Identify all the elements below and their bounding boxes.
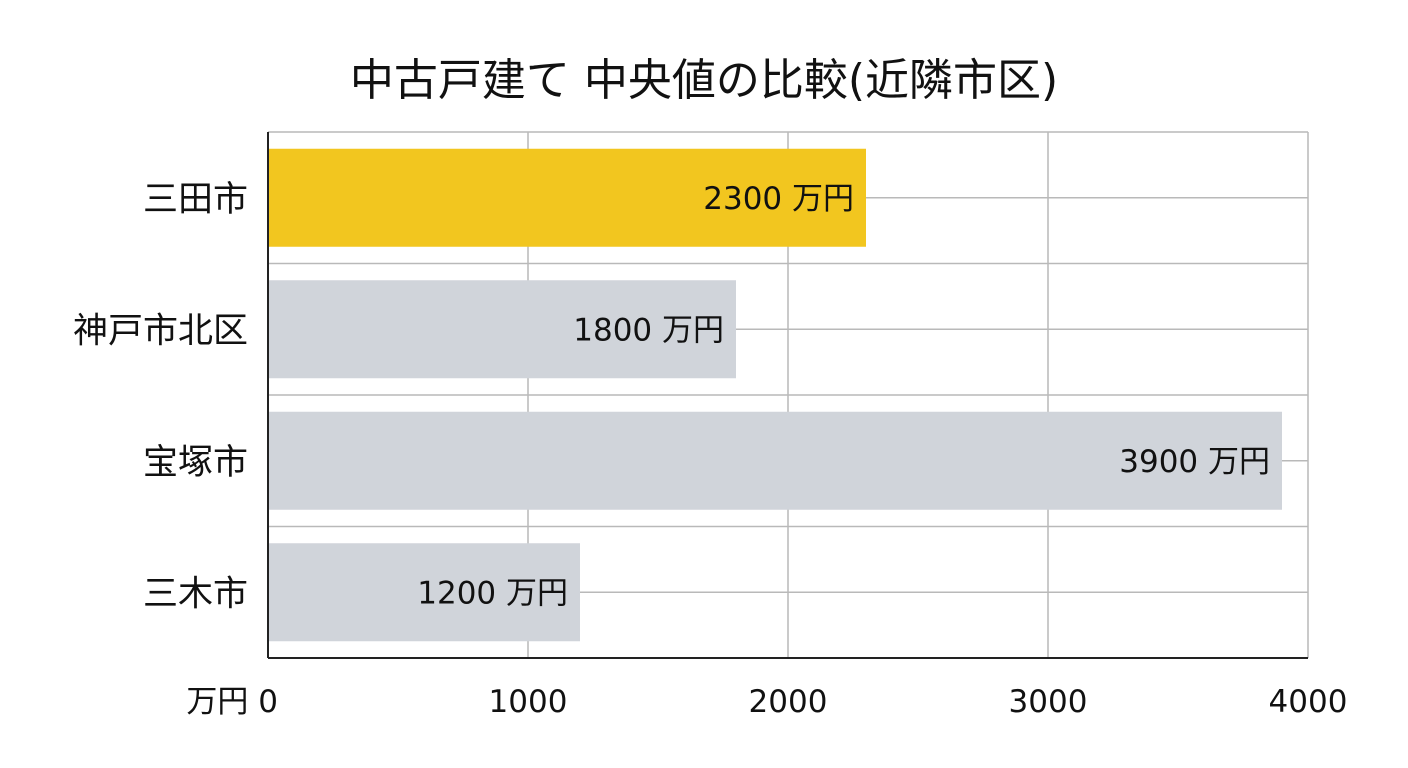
- x-tick-label: 2000: [749, 684, 828, 720]
- bar-2: [268, 280, 736, 379]
- x-tick-label: 3000: [1009, 684, 1088, 720]
- x-tick-label: 1000: [489, 684, 568, 720]
- data-label: 3900 万円: [1119, 444, 1270, 480]
- bar-3: [268, 411, 1282, 510]
- bar-4: [268, 543, 580, 642]
- data-label: 2300 万円: [703, 181, 854, 217]
- data-label: 1800 万円: [573, 312, 724, 348]
- data-label: 1200 万円: [417, 575, 568, 611]
- chart-title: 中古戸建て 中央値の比較(近隣市区): [350, 55, 1058, 106]
- x-tick-label: 万円 0: [186, 684, 278, 720]
- bar-1: [268, 148, 866, 247]
- category-label: 三田市: [143, 180, 248, 220]
- category-label: 三木市: [143, 574, 248, 614]
- bars: [268, 148, 1282, 642]
- axes: [267, 132, 1308, 659]
- labels: 2300 万円 三田市 1800 万円 神戸市北区 3900 万円 宝塚市 1200 万円 三…: [73, 180, 1347, 720]
- x-tick-label: 4000: [1269, 684, 1348, 720]
- category-label: 神戸市北区: [73, 311, 248, 351]
- category-label: 宝塚市: [143, 443, 248, 483]
